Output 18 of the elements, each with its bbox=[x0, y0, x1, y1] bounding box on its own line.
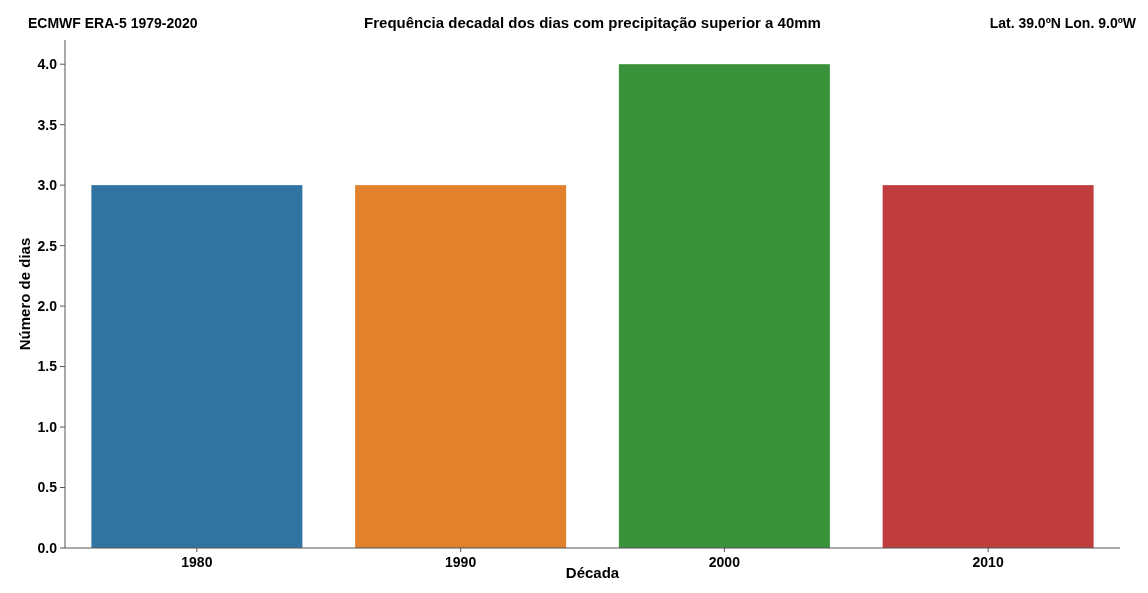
x-tick-label: 2000 bbox=[708, 554, 741, 570]
y-axis-title: Número de dias bbox=[16, 237, 33, 351]
y-tick-label: 3.0 bbox=[37, 177, 58, 194]
y-tick-label: 0.5 bbox=[37, 479, 58, 496]
y-tick-label: 1.0 bbox=[37, 418, 58, 435]
x-tick-label: 1980 bbox=[181, 554, 213, 570]
chart-title: Frequência decadal dos dias com precipitação superior a 40mm bbox=[364, 14, 821, 31]
y-tick-label: 4.0 bbox=[37, 56, 58, 73]
text: Lat. 39.0ºN Lon. 9.0ºW bbox=[989, 15, 1137, 31]
x-tick-label: 1990 bbox=[445, 554, 477, 570]
y-tick-label: 3.5 bbox=[37, 116, 58, 133]
text: ECMWF ERA-5 1979-2020 bbox=[28, 15, 198, 31]
x-axis-title: Década bbox=[565, 564, 620, 581]
x-tick-label: 2010 bbox=[972, 554, 1004, 570]
y-tick-label: 0.0 bbox=[37, 539, 58, 556]
y-tick-label: 2.5 bbox=[37, 237, 58, 254]
y-tick-label: 1.5 bbox=[37, 358, 58, 375]
y-tick-label: 2.0 bbox=[37, 298, 58, 314]
